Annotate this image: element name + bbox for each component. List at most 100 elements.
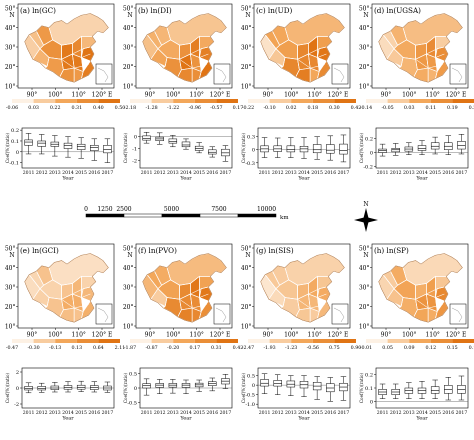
province-border — [48, 27, 93, 46]
y-tick-label: -0.1 — [9, 161, 19, 167]
box-2013 — [286, 375, 296, 396]
legend-swatch — [216, 339, 238, 343]
lon-label: 100° — [402, 92, 416, 99]
lat-label: 40° — [5, 25, 16, 32]
x-tick-label: 2012 — [272, 170, 284, 176]
lon-label: 90° — [381, 332, 392, 339]
lat-label: 50° — [241, 246, 252, 253]
y-tick-label: 0 — [370, 151, 373, 157]
box-2015 — [312, 376, 322, 400]
box-iqr — [260, 379, 269, 387]
lon-label: 90° — [27, 92, 38, 99]
lat-label: 20° — [359, 64, 370, 71]
box-2016 — [90, 138, 99, 161]
province-border — [61, 299, 75, 309]
box-2015 — [76, 380, 86, 392]
map-inset — [213, 303, 231, 325]
legend-label: -0.13 — [49, 345, 61, 351]
china-map — [142, 13, 227, 83]
x-tick-label: 2011 — [141, 410, 153, 416]
province-border — [308, 283, 311, 323]
province-border — [177, 45, 182, 77]
box-iqr — [378, 148, 387, 153]
x-tick-label: 2015 — [193, 170, 205, 176]
x-tick-label: 2017 — [102, 410, 114, 416]
legend-swatch — [55, 99, 77, 103]
x-tick-label: 2015 — [75, 170, 87, 176]
legend-label: 0.15 — [447, 345, 458, 351]
lon-label: 120° E — [92, 92, 113, 99]
lon-label: 100° — [284, 332, 298, 339]
y-axis-label: Coef(%)(ratio) — [241, 132, 246, 163]
x-tick-label: 2012 — [390, 410, 402, 416]
province-border — [317, 293, 327, 298]
legend-label: 0.19 — [469, 345, 474, 351]
north-axis-label: N — [363, 252, 368, 259]
province-border — [39, 48, 91, 62]
legend-label: 0.30 — [329, 105, 340, 111]
lon-label: 90° — [263, 92, 274, 99]
lat-label: 10° — [5, 84, 16, 91]
y-tick-label: 0.5 — [247, 374, 255, 380]
plot-frame — [21, 127, 115, 169]
x-tick-label: 2012 — [154, 410, 166, 416]
province-border — [310, 304, 325, 309]
x-axis-label: Year — [297, 416, 310, 422]
y-tick-label: -0.5 — [245, 393, 255, 399]
map-panel-g: (g) ln(SIS) 50° 40° 30° 20° 10° N 90° 100° 110° 12… — [241, 243, 361, 351]
province-border — [190, 46, 209, 55]
province-border — [81, 53, 91, 58]
box-iqr — [339, 143, 348, 155]
legend-swatch — [366, 339, 388, 343]
box-2012 — [155, 379, 164, 394]
province-border — [74, 64, 89, 69]
lon-label: 110° — [189, 332, 203, 339]
box-2011 — [260, 137, 269, 158]
scale-bar-segment — [161, 213, 201, 218]
x-tick-label: 2011 — [141, 170, 153, 176]
box-2014 — [299, 137, 309, 159]
legend-swatch — [452, 99, 474, 103]
lat-label: 40° — [359, 25, 370, 32]
x-axis-label: Year — [61, 176, 74, 182]
province-border — [72, 43, 75, 83]
legend-swatch — [33, 339, 56, 343]
box-2017 — [221, 145, 230, 162]
scale-bar-unit: km — [280, 215, 289, 221]
box-2015 — [430, 379, 440, 399]
x-axis-label: Year — [415, 176, 428, 182]
legend-swatch — [291, 339, 313, 343]
inset-islands — [215, 67, 227, 83]
legend-label: 0.18 — [307, 105, 318, 111]
y-tick-label: -0.3 — [245, 161, 255, 167]
lat-label: 20° — [5, 64, 16, 71]
lon-label: 110° — [425, 332, 439, 339]
map-title: (a) ln(GC) — [20, 6, 56, 15]
legend-label: -1.22 — [167, 105, 179, 111]
province-border — [36, 31, 53, 46]
lat-label: 30° — [5, 45, 16, 52]
legend-swatch — [151, 99, 174, 103]
lon-label: 110° — [307, 92, 321, 99]
province-border — [435, 36, 438, 79]
province-border — [393, 48, 445, 62]
province-border — [157, 288, 209, 302]
y-tick-label: -1.0 — [245, 402, 255, 408]
province-border — [426, 283, 429, 323]
box-2013 — [404, 382, 414, 399]
y-axis-label: Coef(%)(ratio) — [241, 372, 246, 403]
lon-label: 120° E — [328, 332, 349, 339]
legend-label: -2.47 — [242, 345, 254, 351]
legend-swatch — [194, 99, 217, 103]
map-inset — [449, 303, 467, 325]
box-2015 — [194, 142, 204, 154]
province-border — [199, 36, 202, 79]
plot-frame — [257, 367, 351, 409]
scale-bar-segment — [237, 213, 277, 218]
x-tick-label: 2014 — [298, 410, 310, 416]
lat-label: 40° — [359, 265, 370, 272]
lon-label: 110° — [189, 92, 203, 99]
north-axis-label: N — [9, 12, 14, 19]
legend-label: -0.87 — [145, 345, 157, 351]
province-border — [192, 304, 207, 309]
